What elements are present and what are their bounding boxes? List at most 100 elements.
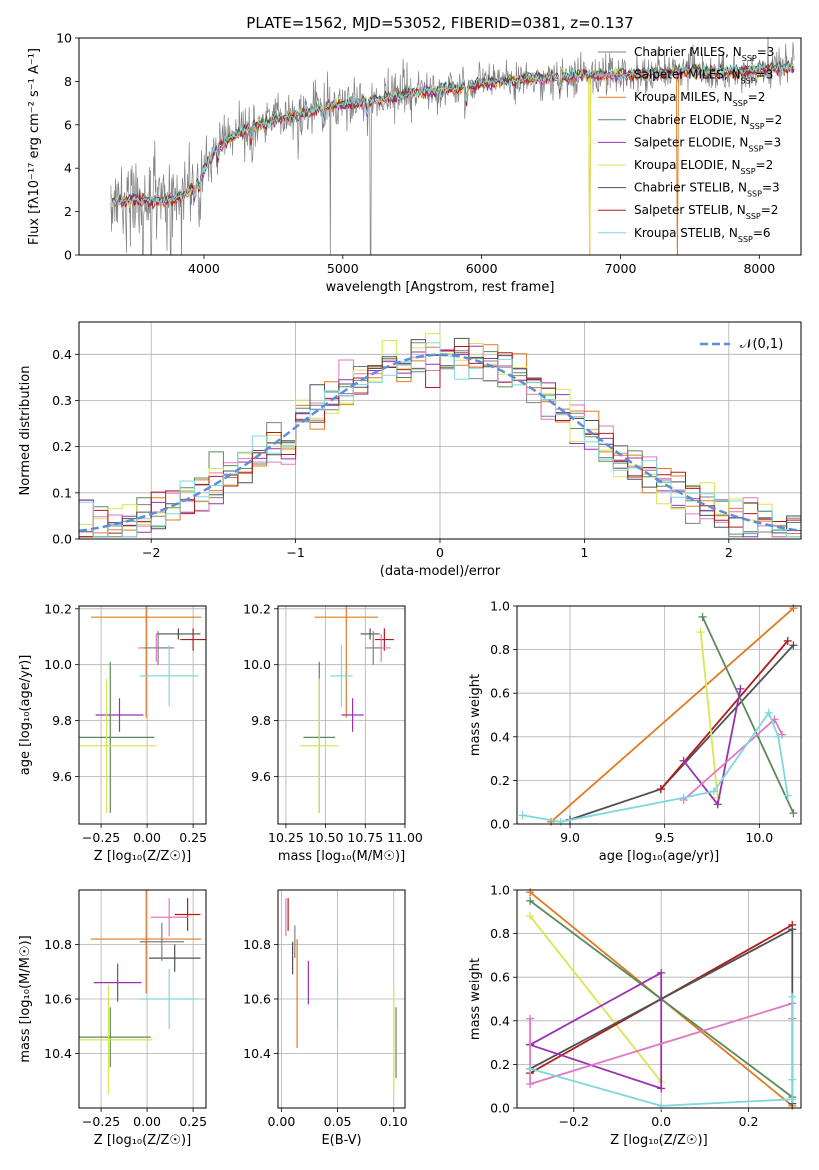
x-tick-label: 0.00 — [267, 1114, 295, 1129]
y-tick-label: 10.6 — [44, 992, 72, 1007]
y-tick-label: 10.8 — [243, 937, 271, 952]
y-tick-label: 10.0 — [44, 657, 72, 672]
x-tick-label: 0.00 — [133, 1114, 161, 1129]
x-tick-label: −2 — [142, 545, 160, 560]
x-tick-label: 0 — [436, 545, 444, 560]
legend-label: Salpeter STELIB, NSSP=2 — [634, 203, 778, 221]
legend-subscript: SSP — [741, 167, 756, 176]
x-tick-label: 2 — [725, 545, 733, 560]
hist-salpeter-stelib — [79, 346, 801, 538]
x-axis-label: mass [log₁₀(M/M☉)] — [278, 849, 405, 864]
panel-residuals: −2 −1 0 1 2 0.0 0.1 0.2 0.3 0.4 (data-model)/error… — [18, 321, 802, 579]
y-tick-label: 0.4 — [490, 1013, 510, 1028]
legend-label: Kroupa STELIB, NSSP=6 — [634, 226, 771, 244]
legend-label: Chabrier ELODIE, NSSP=2 — [634, 113, 782, 131]
legend-subscript: SSP — [747, 189, 762, 198]
legend-subscript: SSP — [741, 76, 756, 85]
legend-subscript: SSP — [746, 212, 761, 221]
x-tick-label: 5000 — [327, 261, 359, 276]
x-tick-label: 0.05 — [324, 1114, 352, 1129]
y-tick-label: 10.4 — [243, 1046, 271, 1061]
x-tick-label: −0.25 — [82, 830, 120, 845]
plot-frame — [516, 889, 802, 1109]
panel-mass_vs_Z: −0.25 0.00 0.25 10.4 10.6 10.8 Z [log₁₀(Z/Z☉)]… — [18, 889, 207, 1148]
legend-subscript: SSP — [750, 121, 765, 130]
legend-label: 𝒩(0,1) — [740, 337, 783, 352]
y-tick-label: 0 — [64, 248, 72, 263]
x-tick-label: −0.25 — [82, 1114, 120, 1129]
y-tick-label: 2 — [64, 204, 72, 219]
x-tick-label: 0.25 — [179, 830, 207, 845]
y-tick-label: 9.6 — [251, 769, 271, 784]
legend-count: =2 — [748, 90, 766, 104]
series-kroupa-stelib — [110, 62, 795, 207]
weight-line — [660, 640, 789, 790]
weight-line — [550, 607, 794, 823]
weight-line — [701, 616, 795, 814]
y-axis-label: Normed distribution — [18, 366, 33, 496]
plot-frame — [516, 605, 802, 825]
plot-frame — [78, 889, 207, 1109]
y-tick-label: 10.4 — [44, 1046, 72, 1061]
x-tick-label: 4000 — [188, 261, 220, 276]
y-tick-label: 8 — [64, 74, 72, 89]
legend-subscript: SSP — [738, 234, 753, 243]
x-tick-label: 1 — [580, 545, 588, 560]
x-tick-label: 0.25 — [179, 1114, 207, 1129]
plot-frame — [78, 605, 207, 825]
legend-subscript: SSP — [733, 99, 748, 108]
weight-line — [529, 971, 663, 1090]
x-tick-label: 9.0 — [560, 830, 580, 845]
y-tick-label: 6 — [64, 117, 72, 132]
legend-label: Kroupa ELODIE, NSSP=2 — [634, 158, 773, 176]
x-tick-label: 10.75 — [347, 830, 383, 845]
weight-line — [529, 915, 662, 1083]
y-tick-label: 4 — [64, 161, 72, 176]
legend-count: =3 — [757, 45, 775, 59]
x-tick-label: 6000 — [466, 261, 498, 276]
plot-frame — [78, 37, 802, 256]
plot-frame — [277, 889, 406, 1109]
y-axis-label: age [log₁₀(age/yr)] — [18, 655, 33, 776]
y-tick-label: 9.6 — [52, 769, 72, 784]
y-tick-label: 9.8 — [52, 713, 72, 728]
x-tick-label: 10.50 — [308, 830, 344, 845]
x-axis-label: Z [log₁₀(Z/Z☉)] — [610, 1133, 707, 1148]
x-tick-label: 0.2 — [739, 1114, 759, 1129]
x-axis-label: age [log₁₀(age/yr)] — [599, 849, 720, 864]
legend-label: Salpeter ELODIE, NSSP=3 — [634, 135, 781, 153]
y-tick-label: 10 — [56, 31, 72, 46]
panel-age_vs_Z: −0.25 0.00 0.25 9.6 9.8 10.0 10.2 Z [log₁₀(Z/Z☉… — [18, 601, 207, 864]
x-tick-label: 0.0 — [651, 1114, 671, 1129]
y-axis-label: Flux [fλ10⁻¹⁷ erg cm⁻² s⁻¹ A⁻¹] — [27, 48, 42, 245]
legend-subscript: SSP — [742, 54, 757, 63]
y-tick-label: 0.3 — [52, 393, 72, 408]
legend-subscript: SSP — [748, 144, 763, 153]
y-tick-label: 0.1 — [52, 485, 72, 500]
x-axis-label: E(B-V) — [321, 1133, 361, 1148]
y-tick-label: 10.2 — [243, 601, 271, 616]
x-tick-label: 0.00 — [133, 830, 161, 845]
x-tick-label: −1 — [286, 545, 304, 560]
legend-label: Chabrier MILES, NSSP=3 — [634, 45, 774, 63]
legend-count: =3 — [762, 181, 780, 195]
plot-frame — [277, 605, 406, 825]
x-tick-label: 7000 — [605, 261, 637, 276]
y-tick-label: 10.8 — [44, 937, 72, 952]
y-tick-label: 0.6 — [490, 686, 510, 701]
legend-label: Kroupa MILES, NSSP=2 — [634, 90, 765, 108]
panel-weight_vs_Z: −0.2 0.0 0.2 0.0 0.2 0.4 0.6 0.8 1.0 Z [log₁₀(Z/Z… — [468, 883, 802, 1148]
y-axis-label: mass weight — [468, 958, 483, 1040]
y-axis-label: mass weight — [468, 674, 483, 756]
x-tick-label: 11.00 — [387, 830, 423, 845]
legend-label: Chabrier STELIB, NSSP=3 — [634, 181, 780, 199]
legend-count: =3 — [756, 68, 774, 82]
y-tick-label: 0.8 — [490, 642, 510, 657]
series-chabrier-miles — [110, 38, 795, 255]
legend-label: Salpeter MILES, NSSP=3 — [634, 68, 773, 86]
panel-age_vs_mass: 10.25 10.50 10.75 11.00 9.6 9.8 10.0 10.2 mass [… — [243, 601, 423, 864]
hist-kroupa-stelib — [79, 342, 801, 538]
y-tick-label: 0.4 — [490, 729, 510, 744]
y-tick-label: 1.0 — [490, 883, 510, 898]
